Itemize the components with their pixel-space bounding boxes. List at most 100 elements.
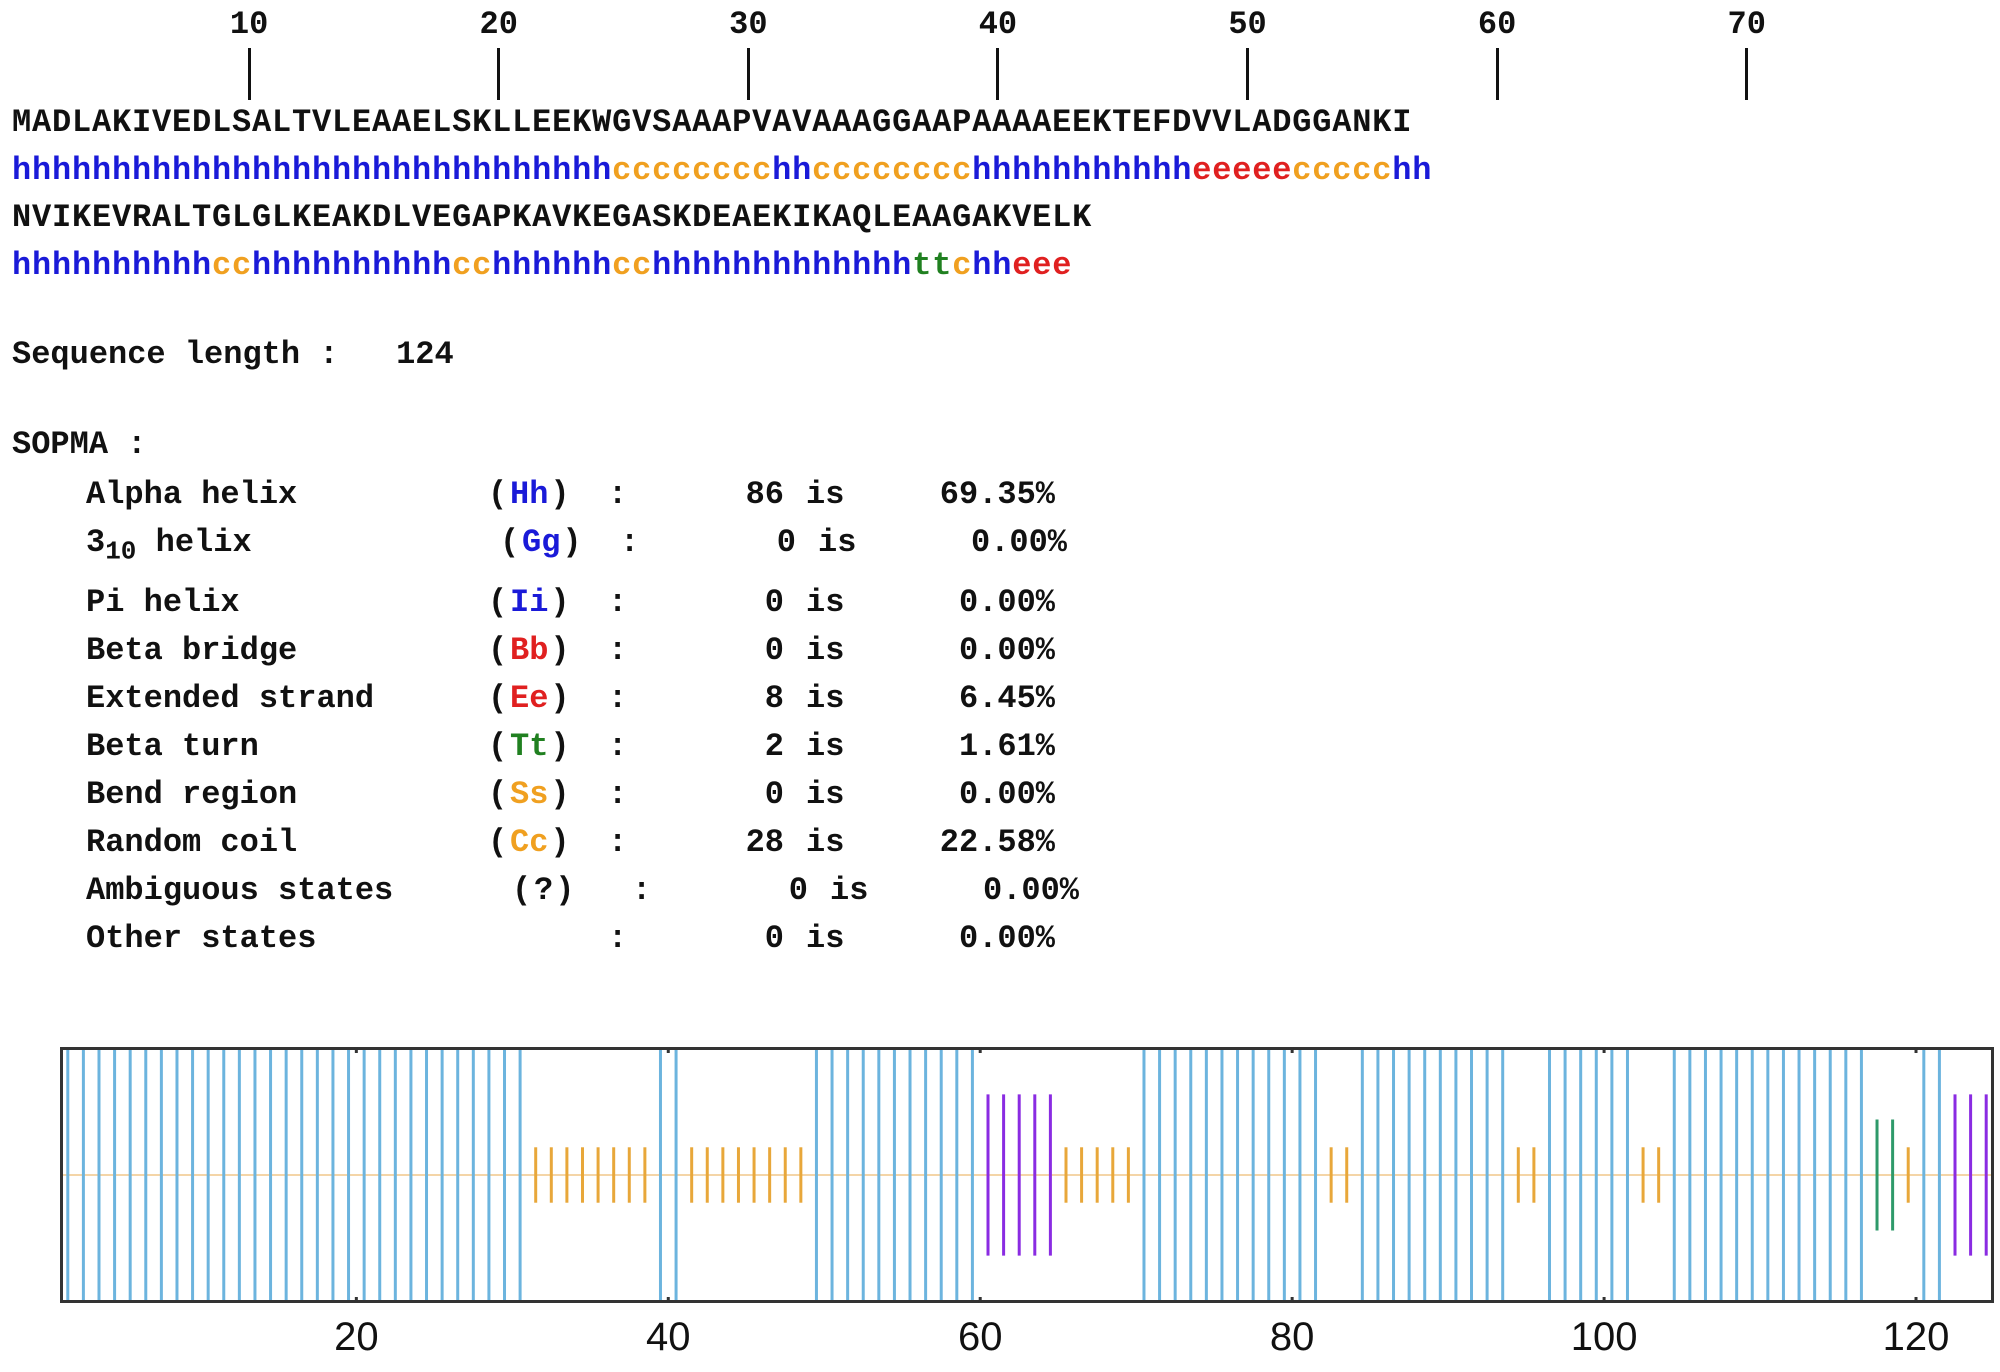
x-tick-label: 80 bbox=[1270, 1315, 1315, 1359]
ss-run: ccccc bbox=[1292, 152, 1393, 189]
x-tick-label: 20 bbox=[334, 1315, 379, 1359]
code-paren: ( bbox=[488, 584, 508, 621]
ruler-tick bbox=[497, 48, 501, 100]
ss-run: cc bbox=[452, 247, 493, 284]
secondary-structure-line-1: hhhhhhhhhhhhhhhhhhhhhhhhhhhhhhcccccccchh… bbox=[12, 152, 1432, 189]
state-percent: 0.00% bbox=[958, 584, 1055, 621]
state-percent: 0.00% bbox=[970, 524, 1067, 561]
ss-run: cc bbox=[612, 247, 653, 284]
code-paren: ) bbox=[550, 776, 570, 813]
x-tick-label: 120 bbox=[1883, 1315, 1950, 1359]
ruler-label: 20 bbox=[479, 6, 518, 43]
is-word: is bbox=[806, 632, 845, 669]
ss-run: cccccccc bbox=[812, 152, 973, 189]
row-colon: : bbox=[608, 584, 628, 621]
is-word: is bbox=[806, 824, 845, 861]
x-axis: 20 40 60 80 100 120 bbox=[334, 1315, 1950, 1359]
x-tick-label: 100 bbox=[1571, 1315, 1638, 1359]
state-code: ? bbox=[534, 872, 554, 909]
ss-run: hh bbox=[972, 247, 1013, 284]
code-paren: ( bbox=[488, 824, 508, 861]
code-paren: ) bbox=[562, 524, 582, 561]
state-percent: 0.00% bbox=[982, 872, 1079, 909]
is-word: is bbox=[806, 728, 845, 765]
ruler-tick bbox=[1745, 48, 1749, 100]
row-colon: : bbox=[608, 476, 628, 513]
summary-row: 310 helix (Gg): 0 is 0.00% bbox=[0, 524, 1100, 568]
summary-row: Bend region (Ss): 0 is 0.00% bbox=[0, 776, 1100, 820]
x-tick-label: 60 bbox=[958, 1315, 1003, 1359]
position-ruler: 10 20 30 40 50 60 70 bbox=[0, 0, 1800, 110]
ruler-label: 10 bbox=[229, 6, 269, 43]
ss-run: hhhhhhhhhh bbox=[12, 247, 213, 284]
is-word: is bbox=[806, 476, 845, 513]
ss-run: tt bbox=[912, 247, 953, 284]
code-paren: ) bbox=[550, 728, 570, 765]
ss-run: cc bbox=[212, 247, 253, 284]
ss-run: hhhhhhhhhhhhh bbox=[652, 247, 913, 284]
state-percent: 0.00% bbox=[958, 920, 1055, 957]
summary-row: Beta bridge (Bb): 0 is 0.00% bbox=[0, 632, 1100, 676]
ruler-tick bbox=[1495, 48, 1499, 100]
state-label: 310 helix bbox=[86, 524, 252, 567]
secondary-structure-plot bbox=[60, 1047, 1994, 1303]
code-paren: ) bbox=[555, 872, 575, 909]
is-word: is bbox=[806, 920, 845, 957]
row-colon: : bbox=[632, 872, 652, 909]
code-paren: ) bbox=[550, 632, 570, 669]
code-paren: ( bbox=[512, 872, 532, 909]
summary-row: Ambiguous states (?): 0 is 0.00% bbox=[0, 872, 1100, 916]
code-paren: ( bbox=[488, 728, 508, 765]
ss-run: hhhhhhhhhh bbox=[252, 247, 453, 284]
state-code: Bb bbox=[510, 632, 549, 669]
row-colon: : bbox=[608, 728, 628, 765]
sequence-line-2: NVIKEVRALTGLGLKEAKDLVEGAPKAVKEGASKDEAEKI… bbox=[12, 199, 1093, 236]
state-count: 0 bbox=[764, 920, 784, 957]
state-code: Ee bbox=[510, 680, 549, 717]
code-paren: ( bbox=[488, 776, 508, 813]
state-percent: 6.45% bbox=[958, 680, 1055, 717]
code-paren: ( bbox=[488, 632, 508, 669]
ruler-label: 60 bbox=[1477, 6, 1517, 43]
state-label: Ambiguous states bbox=[86, 872, 394, 909]
code-paren: ) bbox=[550, 680, 570, 717]
state-code: Tt bbox=[510, 728, 549, 765]
summary-row: Extended strand (Ee): 8 is 6.45% bbox=[0, 680, 1100, 724]
ss-run: hhhhhhhhhhh bbox=[972, 152, 1193, 189]
code-paren: ( bbox=[488, 476, 508, 513]
summary-row: Pi helix (Ii): 0 is 0.00% bbox=[0, 584, 1100, 628]
ruler-label: 50 bbox=[1228, 6, 1267, 43]
is-word: is bbox=[806, 584, 845, 621]
state-label: Pi helix bbox=[86, 584, 240, 621]
state-count: 0 bbox=[788, 872, 808, 909]
row-colon: : bbox=[608, 632, 628, 669]
state-label: Bend region bbox=[86, 776, 298, 813]
sequence-length: Sequence length : 124 bbox=[12, 336, 454, 373]
ss-run: eeeee bbox=[1192, 152, 1293, 189]
sopma-title: SOPMA : bbox=[12, 426, 147, 463]
state-percent: 1.61% bbox=[958, 728, 1055, 765]
state-percent: 22.58% bbox=[939, 824, 1055, 861]
row-colon: : bbox=[608, 920, 628, 957]
summary-row: Other states: 0 is 0.00% bbox=[0, 920, 1100, 964]
is-word: is bbox=[830, 872, 869, 909]
row-colon: : bbox=[608, 680, 628, 717]
state-code: Ii bbox=[510, 584, 549, 621]
ruler-tick bbox=[247, 48, 251, 100]
state-code: Hh bbox=[510, 476, 549, 513]
row-colon: : bbox=[608, 776, 628, 813]
state-label: Beta bridge bbox=[86, 632, 298, 669]
row-colon: : bbox=[608, 824, 628, 861]
is-word: is bbox=[818, 524, 857, 561]
is-word: is bbox=[806, 776, 845, 813]
state-count: 0 bbox=[764, 584, 784, 621]
state-count: 0 bbox=[764, 632, 784, 669]
ss-run: cccccccc bbox=[612, 152, 773, 189]
state-code: Ss bbox=[510, 776, 549, 813]
code-paren: ) bbox=[550, 476, 570, 513]
ruler-tick bbox=[996, 48, 1000, 100]
ruler-tick bbox=[1246, 48, 1250, 100]
plot-frame bbox=[60, 1047, 1994, 1303]
state-label: Other states bbox=[86, 920, 317, 957]
state-count: 2 bbox=[764, 728, 784, 765]
